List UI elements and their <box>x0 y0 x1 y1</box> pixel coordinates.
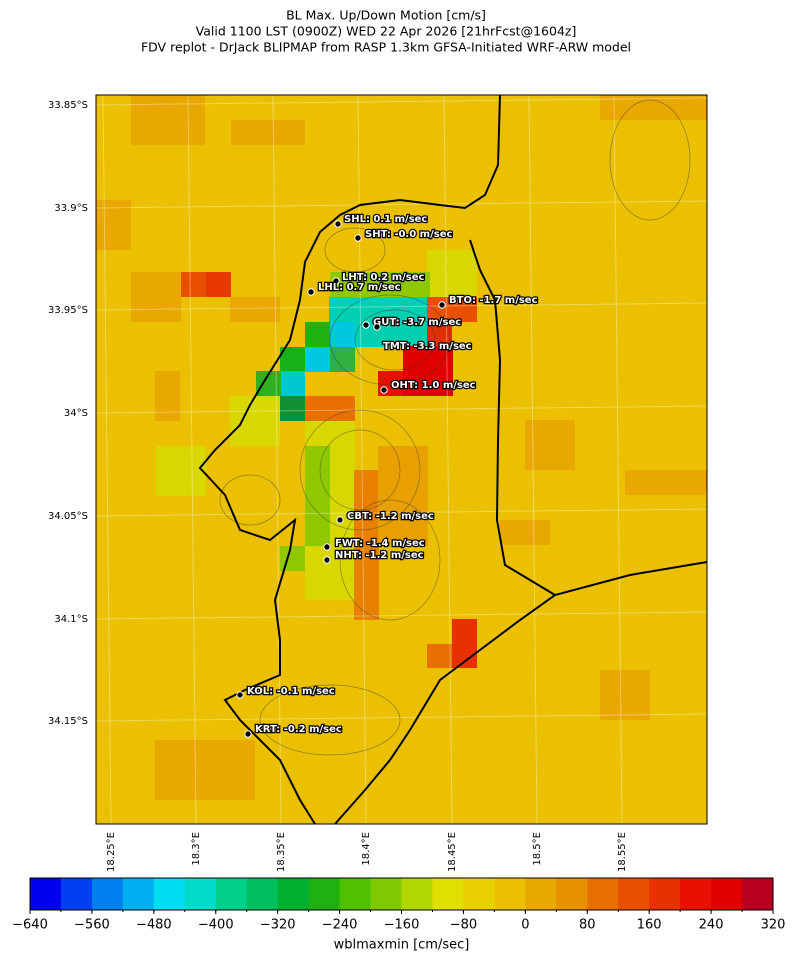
lon-label: 18.35°E <box>276 832 287 872</box>
lon-label: 18.55°E <box>617 832 628 872</box>
lat-label: 34.1°S <box>54 614 88 625</box>
station-label: LHT: 0.2 m/sec <box>342 272 424 283</box>
title-line: Valid 1100 LST (0900Z) WED 22 Apr 2026 [… <box>196 24 577 39</box>
station-dot <box>244 730 252 738</box>
station-label: SHT: -0.0 m/sec <box>365 229 452 240</box>
colorbar-segment <box>122 878 155 910</box>
colorbar-segment <box>494 878 526 910</box>
lon-label: 18.25°E <box>106 832 117 872</box>
station-label: FWT: -1.4 m/sec <box>335 538 425 549</box>
colorbar-segment <box>432 878 464 910</box>
coastline <box>198 94 708 825</box>
colorbar-tick-label: −560 <box>74 918 110 933</box>
lat-label: 34.05°S <box>48 511 88 522</box>
colorbar-tick-label: 320 <box>761 918 786 933</box>
colorbar-segment <box>556 878 588 910</box>
station-label: TMT: -3.3 m/sec <box>383 341 472 352</box>
title-line: BL Max. Up/Down Motion [cm/s] <box>286 8 486 23</box>
station-dot <box>323 543 331 551</box>
station-label: BTO: -1.7 m/sec <box>449 295 538 306</box>
colorbar-segment <box>60 878 93 910</box>
colorbar-tick-label: 80 <box>579 918 596 933</box>
station-dot <box>332 277 340 285</box>
colorbar-segment <box>370 878 402 910</box>
station-dot <box>380 386 388 394</box>
colorbar-tick-label: −80 <box>450 918 477 933</box>
colorbar-segment <box>308 878 341 910</box>
lat-label: 33.95°S <box>48 305 88 316</box>
colorbar-tick-label: 240 <box>699 918 724 933</box>
colorbar-segment <box>30 878 62 910</box>
station-label: LHL: 0.7 m/sec <box>318 282 401 293</box>
station-label: KOL: -0.1 m/sec <box>247 686 335 697</box>
station-label: OHT: 1.0 m/sec <box>391 380 476 391</box>
graticule <box>95 94 708 825</box>
map-frame <box>95 94 708 825</box>
colorbar-segment <box>277 878 310 910</box>
title-line: FDV replot - DrJack BLIPMAP from RASP 1.… <box>141 40 631 55</box>
colorbar-segment <box>246 878 279 910</box>
station-dot <box>354 234 362 242</box>
lon-label: 18.5°E <box>532 832 543 866</box>
station-label: KRT: -0.2 m/sec <box>255 724 342 735</box>
map-field <box>96 95 707 824</box>
colorbar-segment <box>153 878 186 910</box>
colorbar-segment <box>525 878 557 910</box>
station-label: SHL: 0.1 m/sec <box>344 214 427 225</box>
colorbar-segment <box>587 878 619 910</box>
colorbar-tick-label: −160 <box>384 918 420 933</box>
station-dot <box>323 556 331 564</box>
colorbar-segment <box>649 878 681 910</box>
colorbar-segment <box>401 878 433 910</box>
colorbar-segment <box>618 878 650 910</box>
lat-label: 33.9°S <box>54 203 88 214</box>
colorbar-segment <box>680 878 712 910</box>
station-dot <box>307 288 315 296</box>
colorbar-tick-label: −640 <box>12 918 48 933</box>
station-dot <box>438 301 446 309</box>
lat-label: 34°S <box>64 408 88 419</box>
colorbar-segment <box>711 878 743 910</box>
station-label: GUT: -3.7 m/sec <box>373 317 461 328</box>
lon-label: 18.4°E <box>361 832 372 866</box>
terrain-contours <box>219 99 691 756</box>
station-dot <box>362 321 370 329</box>
station-dot <box>336 516 344 524</box>
colorbar-segment <box>91 878 124 910</box>
colorbar-segment <box>463 878 495 910</box>
colorbar-segment <box>215 878 248 910</box>
colorbar-segment <box>742 878 774 910</box>
station-dot <box>236 691 244 699</box>
lat-label: 33.85°S <box>48 100 88 111</box>
lon-label: 18.45°E <box>447 832 458 872</box>
station-label: CBT: -1.2 m/sec <box>347 511 434 522</box>
colorbar-segment <box>339 878 372 910</box>
colorbar-tick-label: 160 <box>637 918 662 933</box>
colorbar-tick-label: 0 <box>521 918 529 933</box>
colorbar-tick-label: −400 <box>198 918 234 933</box>
station-dot <box>334 220 342 228</box>
lat-label: 34.15°S <box>48 716 88 727</box>
colorbar-segment <box>184 878 217 910</box>
lon-label: 18.3°E <box>191 832 202 866</box>
colorbar-tick-label: −240 <box>322 918 358 933</box>
colorbar-tick-label: −320 <box>260 918 296 933</box>
station-label: NHT: -1.2 m/sec <box>335 550 424 561</box>
colorbar-label: wblmaxmin [cm/sec] <box>334 938 470 953</box>
station-dot <box>373 323 381 331</box>
colorbar-tick-label: −480 <box>136 918 172 933</box>
